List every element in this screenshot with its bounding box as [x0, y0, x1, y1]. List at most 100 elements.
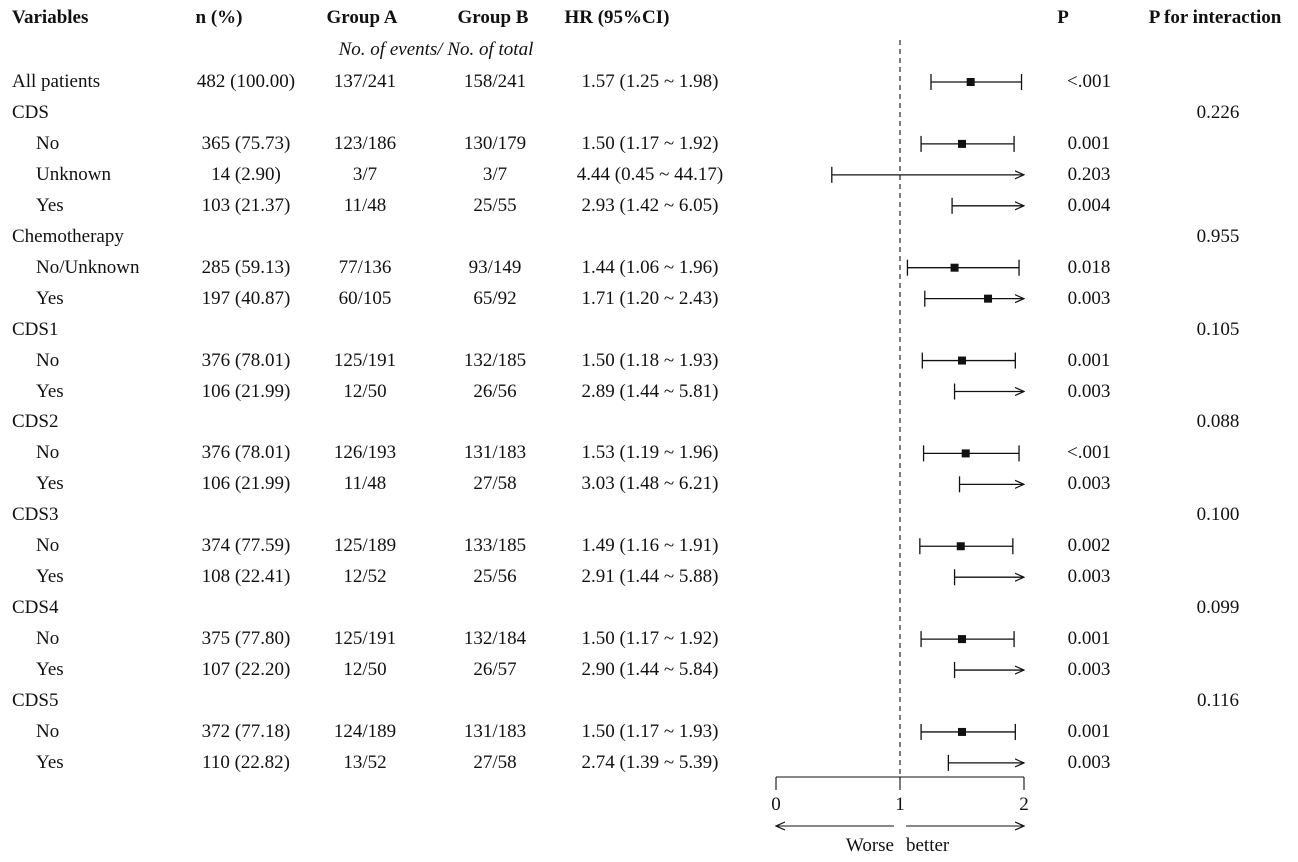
row-group-b: 27/58	[473, 473, 517, 495]
row-n: 365 (75.73)	[201, 132, 291, 154]
row-p: 0.003	[1067, 659, 1111, 681]
row-hr: 1.50 (1.17 ~ 1.92)	[581, 628, 719, 650]
row-hr: 2.93 (1.42 ~ 6.05)	[581, 194, 719, 216]
row-hr: 1.50 (1.17 ~ 1.92)	[581, 132, 719, 154]
hr-point	[958, 727, 966, 736]
hr-point	[956, 542, 965, 551]
row-group-a: 126/193	[333, 442, 397, 464]
row-label: No	[36, 132, 60, 154]
row-group-b: 158/241	[463, 71, 527, 92]
row-group-a: 123/186	[333, 132, 397, 154]
row-n: 375 (77.80)	[201, 628, 291, 650]
row-label: No	[36, 628, 60, 650]
row-group-a: 12/52	[343, 566, 387, 588]
row-label: Yes	[36, 287, 64, 309]
direction-label-better: better	[906, 835, 950, 856]
header-n-pct: n (%)	[195, 7, 243, 28]
row-p: <.001	[1067, 442, 1111, 464]
row-hr: 1.50 (1.17 ~ 1.93)	[581, 720, 719, 742]
row-group-a: 11/48	[343, 473, 387, 495]
row-n: 376 (78.01)	[201, 349, 291, 371]
row-group-b: 132/184	[463, 628, 527, 650]
row-group-b: 3/7	[482, 163, 508, 185]
header-group-b: Group B	[457, 7, 529, 28]
hr-point	[950, 263, 959, 272]
header-p-interaction: P for interaction	[1148, 7, 1282, 28]
row-label: Yes	[36, 751, 64, 773]
row-group-b: 65/92	[473, 287, 517, 309]
row-group-b: 26/57	[473, 659, 517, 681]
row-label: Yes	[36, 659, 64, 681]
row-n: 285 (59.13)	[201, 256, 291, 278]
row-label: Yes	[36, 566, 64, 588]
header-hr: HR (95%CI)	[564, 7, 670, 28]
row-n: 107 (22.20)	[201, 659, 291, 681]
subheader-events: No. of events/ No. of total	[338, 39, 534, 60]
row-group-a: 125/189	[333, 535, 397, 557]
row-n: 110 (22.82)	[202, 751, 290, 773]
row-hr: 2.90 (1.44 ~ 5.84)	[581, 659, 719, 681]
row-group-a: 125/191	[333, 628, 397, 650]
row-label: Yes	[36, 473, 64, 495]
row-n: 197 (40.87)	[201, 287, 291, 309]
row-p: 0.203	[1067, 163, 1111, 185]
row-n: 482 (100.00)	[196, 71, 296, 92]
row-p-interaction: 0.100	[1196, 504, 1240, 526]
row-hr: 1.71 (1.20 ~ 2.43)	[581, 287, 719, 309]
row-label: CDS3	[12, 504, 59, 526]
row-label: Unknown	[36, 163, 111, 185]
row-n: 374 (77.59)	[201, 535, 291, 557]
row-p: 0.001	[1067, 628, 1111, 650]
row-n: 106 (21.99)	[201, 473, 291, 495]
row-p: 0.003	[1067, 287, 1111, 309]
row-hr: 1.50 (1.18 ~ 1.93)	[581, 349, 719, 371]
row-group-a: 125/191	[333, 349, 397, 371]
row-n: 106 (21.99)	[201, 380, 291, 402]
row-label: No	[36, 442, 60, 464]
row-p: 0.003	[1067, 380, 1111, 402]
row-hr: 1.49 (1.16 ~ 1.91)	[581, 535, 719, 557]
row-group-b: 131/183	[463, 720, 527, 742]
row-p-interaction: 0.099	[1196, 597, 1240, 619]
row-group-b: 27/58	[473, 751, 517, 773]
row-group-a: 11/48	[343, 194, 387, 216]
hr-point	[984, 294, 993, 303]
row-group-b: 25/55	[473, 194, 517, 216]
x-tick-label: 0	[771, 794, 781, 815]
row-hr: 2.74 (1.39 ~ 5.39)	[581, 751, 719, 773]
hr-point	[958, 635, 966, 644]
row-p: 0.001	[1067, 132, 1111, 154]
row-group-a: 12/50	[343, 659, 387, 681]
x-tick-label: 1	[895, 794, 905, 815]
row-hr: 4.44 (0.45 ~ 44.17)	[576, 163, 724, 185]
direction-label-worse: Worse	[846, 835, 894, 856]
row-p: 0.003	[1067, 751, 1111, 773]
header-variables: Variables	[12, 7, 89, 28]
row-p-interaction: 0.955	[1196, 225, 1240, 247]
row-group-b: 130/179	[463, 132, 527, 154]
row-p: 0.001	[1067, 349, 1111, 371]
header-group-a: Group A	[326, 7, 398, 28]
hr-point	[961, 449, 970, 458]
row-group-b: 131/183	[463, 442, 527, 464]
x-tick-label: 2	[1019, 794, 1029, 815]
row-p-interaction: 0.226	[1196, 101, 1240, 123]
row-n: 376 (78.01)	[201, 442, 291, 464]
row-p: 0.002	[1067, 535, 1111, 557]
row-group-a: 12/50	[343, 380, 387, 402]
row-p-interaction: 0.116	[1196, 690, 1240, 711]
row-label: No	[36, 535, 60, 557]
row-group-a: 137/241	[333, 71, 397, 92]
row-label: Yes	[36, 380, 64, 402]
row-label: No/Unknown	[36, 256, 140, 278]
row-label: CDS5	[12, 690, 59, 711]
row-group-a: 13/52	[343, 751, 387, 773]
row-p-interaction: 0.105	[1196, 318, 1240, 340]
row-group-b: 132/185	[463, 349, 527, 371]
row-hr: 1.53 (1.19 ~ 1.96)	[581, 442, 719, 464]
row-hr: 3.03 (1.48 ~ 6.21)	[581, 473, 719, 495]
row-group-a: 60/105	[338, 287, 392, 309]
row-hr: 1.44 (1.06 ~ 1.96)	[581, 256, 719, 278]
row-group-a: 3/7	[352, 163, 378, 185]
row-n: 14 (2.90)	[211, 163, 281, 185]
